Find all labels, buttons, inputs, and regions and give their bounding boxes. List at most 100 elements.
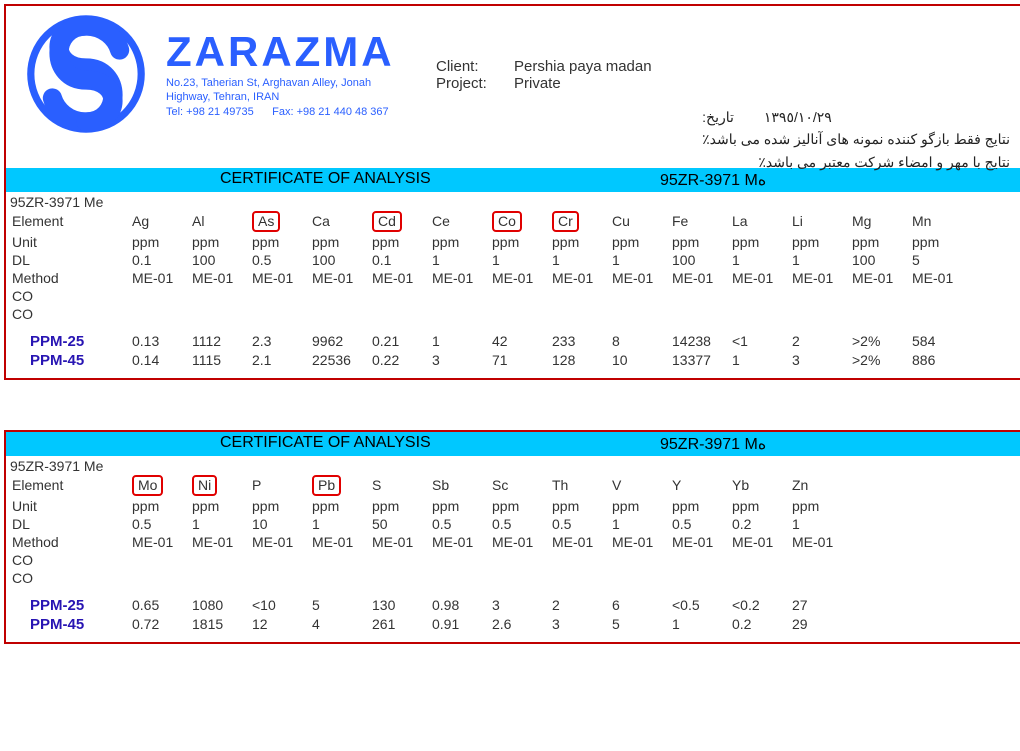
data-cell: 1 — [610, 515, 670, 533]
data-cell: Co — [490, 210, 550, 233]
data-cell: ME-01 — [670, 533, 730, 551]
data-cell: 3 — [790, 351, 850, 369]
data-cell — [190, 313, 250, 315]
data-cell — [490, 295, 550, 297]
data-cell — [490, 577, 550, 579]
data-cell — [850, 295, 910, 297]
data-cell — [130, 559, 190, 561]
data-cell: ME-01 — [250, 533, 310, 551]
data-cell — [370, 577, 430, 579]
data-cell: ME-01 — [790, 533, 850, 551]
data-cell: 2.1 — [250, 351, 310, 369]
data-cell: 0.5 — [130, 515, 190, 533]
row-label: CO — [10, 551, 130, 569]
data-cell: 0.1 — [370, 251, 430, 269]
data-cell — [250, 559, 310, 561]
data-cell — [670, 295, 730, 297]
client-value: Pershia paya madan — [514, 58, 652, 75]
row-label: CO — [10, 305, 130, 323]
data-cell: 42 — [490, 323, 550, 350]
data-cell: 100 — [190, 251, 250, 269]
data-cell: ppm — [730, 233, 790, 251]
data-cell: ppm — [850, 233, 910, 251]
data-cell: Mo — [130, 474, 190, 497]
data-cell — [310, 559, 370, 561]
data-cell: 886 — [910, 351, 970, 369]
data-cell: 14238 — [670, 323, 730, 350]
data-cell: ME-01 — [670, 269, 730, 287]
data-cell: 27 — [790, 587, 850, 614]
sample-row-label: PPM-25 — [10, 323, 130, 351]
data-cell — [790, 577, 850, 579]
ref-line-1: 95ZR-3971 Me — [6, 194, 1020, 210]
data-cell — [130, 313, 190, 315]
data-cell — [310, 313, 370, 315]
data-cell: ME-01 — [130, 533, 190, 551]
data-cell: Fe — [670, 212, 730, 230]
data-cell: 9962 — [310, 323, 370, 350]
data-cell — [610, 295, 670, 297]
sample-row-label: PPM-45 — [10, 351, 130, 370]
row-label: CO — [10, 287, 130, 305]
client-label: Client: — [436, 58, 514, 75]
data-cell: ME-01 — [190, 533, 250, 551]
data-cell — [910, 313, 970, 315]
data-cell: 1115 — [190, 351, 250, 369]
data-cell — [310, 577, 370, 579]
sample-row-label: PPM-45 — [10, 615, 130, 634]
data-cell: 2 — [790, 323, 850, 350]
data-cell: ppm — [430, 497, 490, 515]
data-cell: >2% — [850, 323, 910, 350]
data-cell: 1 — [610, 251, 670, 269]
data-cell: ME-01 — [730, 533, 790, 551]
data-cell: 2.3 — [250, 323, 310, 350]
data-cell — [610, 559, 670, 561]
data-cell — [670, 313, 730, 315]
data-cell: Mg — [850, 212, 910, 230]
brand-fax: Fax: +98 21 440 48 367 — [272, 106, 389, 118]
data-cell: Mn — [910, 212, 970, 230]
data-cell — [310, 295, 370, 297]
rtl-block: ١٣٩٥/١٠/٢٩ تاریخ: نتایج فقط بازگو کننده … — [702, 106, 1010, 173]
data-cell — [550, 295, 610, 297]
data-cell: 0.1 — [130, 251, 190, 269]
data-cell: ppm — [190, 497, 250, 515]
data-cell: 0.14 — [130, 351, 190, 369]
data-cell — [430, 559, 490, 561]
data-cell: Y — [670, 476, 730, 494]
data-cell: ME-01 — [190, 269, 250, 287]
data-cell: 10 — [610, 351, 670, 369]
brand-logo — [16, 14, 156, 134]
data-cell: ppm — [550, 233, 610, 251]
data-cell — [850, 313, 910, 315]
row-label: CO — [10, 569, 130, 587]
data-cell — [730, 559, 790, 561]
client-block: Client: Pershia paya madan Project: Priv… — [436, 58, 652, 92]
data-cell: ppm — [370, 233, 430, 251]
row-label: DL — [10, 515, 130, 533]
data-cell: ME-01 — [610, 533, 670, 551]
data-cell: 0.5 — [670, 515, 730, 533]
data-cell: 8 — [610, 323, 670, 350]
data-cell: Yb — [730, 476, 790, 494]
data-cell: Cu — [610, 212, 670, 230]
data-cell: 0.5 — [550, 515, 610, 533]
table-1: ElementAgAlAsCaCdCeCoCrCuFeLaLiMgMnUnitp… — [6, 210, 1020, 378]
data-cell: ppm — [490, 233, 550, 251]
data-cell — [430, 295, 490, 297]
data-cell — [250, 295, 310, 297]
data-cell — [790, 559, 850, 561]
data-cell: ME-01 — [130, 269, 190, 287]
data-cell: ME-01 — [490, 533, 550, 551]
data-cell — [550, 559, 610, 561]
data-cell: <0.2 — [730, 587, 790, 614]
data-cell — [370, 313, 430, 315]
data-cell: ME-01 — [430, 269, 490, 287]
row-label: DL — [10, 251, 130, 269]
data-cell: Cd — [370, 210, 430, 233]
data-cell: 0.13 — [130, 323, 190, 350]
data-cell: 13377 — [670, 351, 730, 369]
data-cell: Ni — [190, 474, 250, 497]
data-cell: 1112 — [190, 323, 250, 350]
table-2: ElementMoNiPPbSSbScThVYYbZnUnitppmppmppm… — [6, 474, 1020, 642]
